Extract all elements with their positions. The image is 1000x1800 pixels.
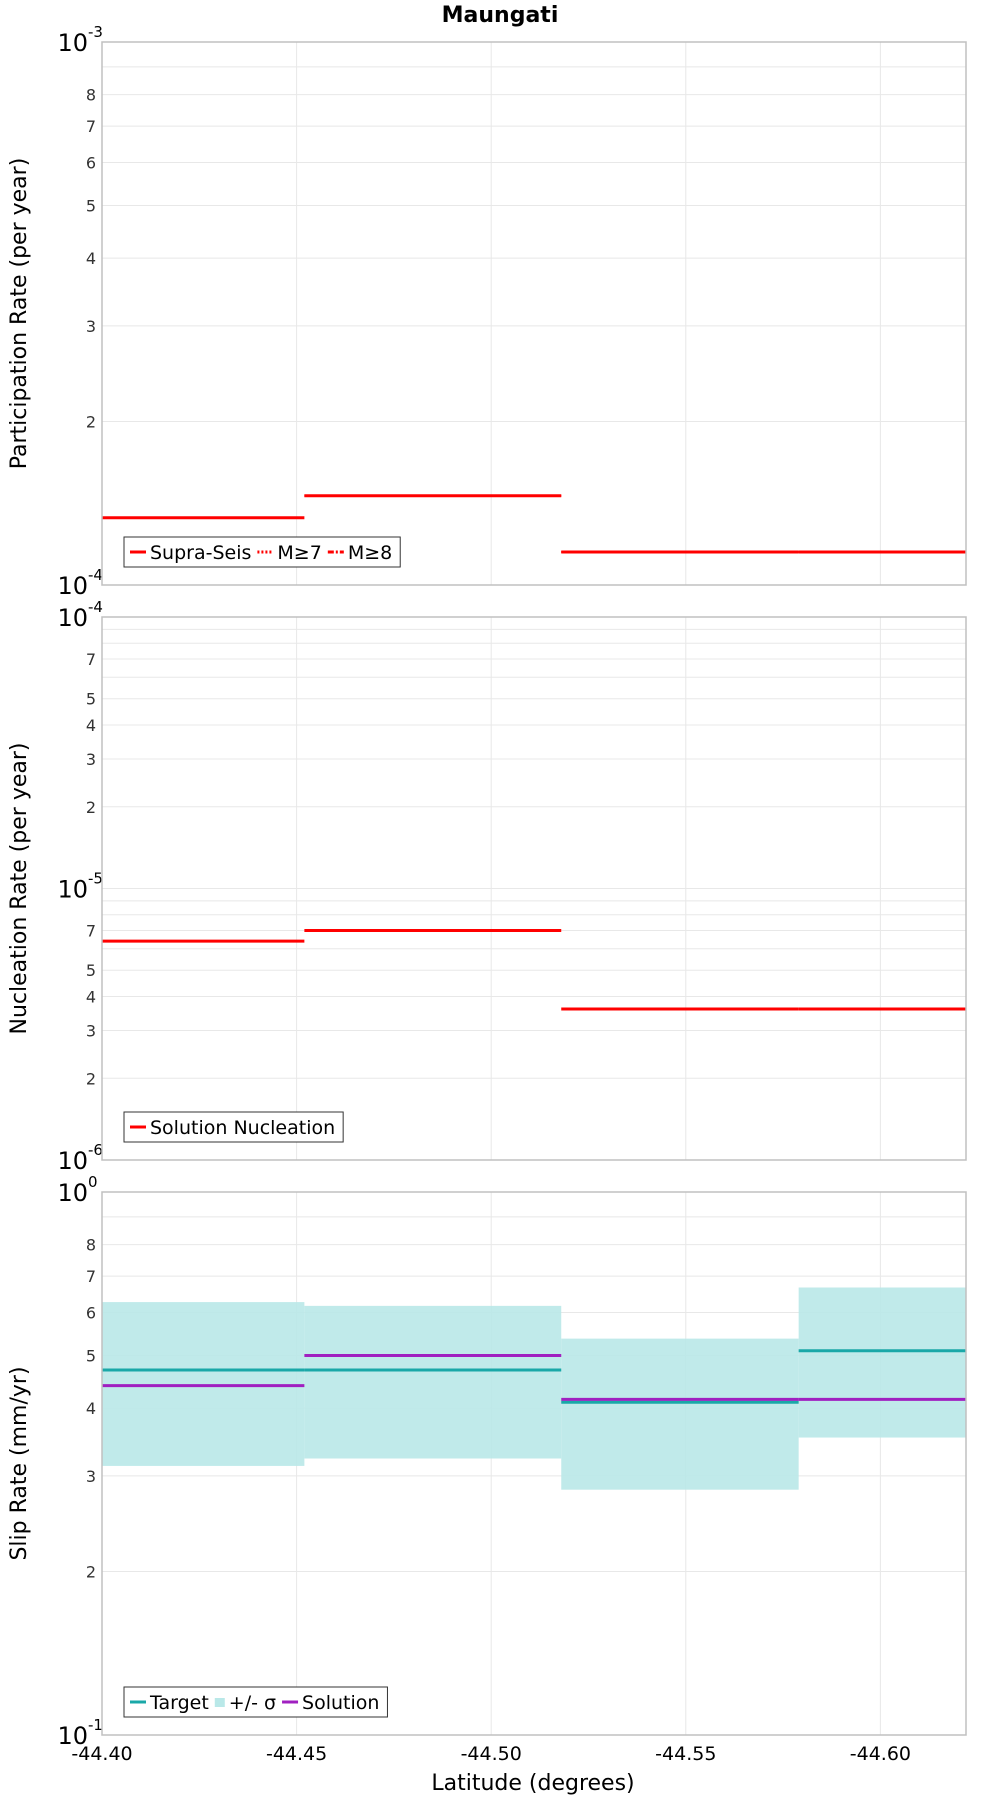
- legend-swatch: [214, 1698, 225, 1707]
- legend-label: Solution: [302, 1692, 379, 1714]
- y-minor-tick-label: 2: [86, 413, 96, 432]
- y-minor-tick-label: 8: [86, 86, 96, 105]
- legend: Supra-Seis M≥7 M≥8: [123, 536, 401, 568]
- figure-title: Maungati: [442, 3, 559, 28]
- x-tick-label: -44.60: [850, 1743, 911, 1765]
- y-minor-tick-label: 6: [86, 153, 96, 172]
- y-minor-tick-label: 6: [86, 1303, 96, 1322]
- y-minor-tick-label: 2: [86, 1563, 96, 1582]
- y-minor-tick-label: 3: [86, 1467, 96, 1486]
- y-tick-base: 10: [57, 876, 88, 904]
- x-tick-label: -44.40: [71, 1743, 132, 1765]
- legend-label: +/- σ: [229, 1692, 276, 1714]
- legend: Target +/- σ Solution: [123, 1686, 388, 1718]
- y-minor-tick-label: 3: [86, 317, 96, 336]
- x-tick-label: -44.45: [266, 1743, 327, 1765]
- y-tick-base: 10: [57, 1722, 88, 1750]
- y-minor-tick-label: 7: [86, 1267, 96, 1286]
- legend-item: Target: [130, 1692, 209, 1714]
- legend-item: Solution: [282, 1692, 379, 1714]
- y-tick-base: 10: [57, 29, 88, 57]
- y-tick-exponent: -4: [88, 598, 103, 616]
- y-decade-tick-label: 10 -1: [57, 1716, 103, 1750]
- y-minor-tick-label: 8: [86, 1236, 96, 1255]
- y-minor-tick-label: 3: [86, 1021, 96, 1040]
- plot-frame: [101, 616, 967, 1161]
- y-decade-tick-label: 10 -3: [57, 23, 103, 57]
- y-minor-tick-label: 7: [86, 650, 96, 669]
- series-group: [102, 1287, 966, 1490]
- legend: Solution Nucleation: [123, 1111, 344, 1143]
- y-minor-tick-label: 3: [86, 750, 96, 769]
- legend-label: Target: [149, 1692, 209, 1714]
- y-tick-base: 10: [57, 1179, 88, 1207]
- y-tick-exponent: -4: [88, 566, 103, 584]
- y-axis-label: Slip Rate (mm/yr): [7, 1366, 32, 1560]
- y-minor-tick-label: 4: [86, 988, 96, 1007]
- y-tick-exponent: -6: [88, 1141, 103, 1159]
- x-axis: -44.40 -44.45 -44.50 -44.55 -44.60: [71, 1743, 911, 1765]
- y-decade-tick-label: 10 -6: [57, 1141, 103, 1175]
- legend-item: Solution Nucleation: [130, 1117, 335, 1139]
- y-minor-tick-label: 2: [86, 798, 96, 817]
- y-minor-tick-label: 2: [86, 1069, 96, 1088]
- y-axis-label: Nucleation Rate (per year): [7, 743, 32, 1035]
- series-group: [102, 494, 966, 554]
- x-tick-label: -44.50: [461, 1743, 522, 1765]
- y-minor-tick-label: 5: [86, 196, 96, 215]
- y-minor-tick-label: 7: [86, 922, 96, 941]
- legend-label: M≥8: [348, 542, 392, 564]
- y-tick-exponent: -1: [88, 1716, 103, 1734]
- y-minor-tick-label: 5: [86, 961, 96, 980]
- y-minor-tick-label: 4: [86, 249, 96, 268]
- sigma-band: [561, 1338, 799, 1490]
- y-minor-tick-label: 4: [86, 716, 96, 735]
- sigma-band: [798, 1287, 966, 1438]
- x-axis-label: Latitude (degrees): [431, 1771, 634, 1796]
- y-decade-tick-label: 10 -4: [57, 598, 103, 632]
- y-minor-tick-label: 4: [86, 1399, 96, 1418]
- legend-item: M≥7: [257, 542, 322, 564]
- y-minor-tick-label: 5: [86, 1346, 96, 1365]
- legend-label: Solution Nucleation: [150, 1117, 335, 1139]
- y-tick-exponent: -3: [88, 23, 103, 41]
- legend-box: [123, 1686, 388, 1718]
- plot-frame: [101, 1191, 967, 1736]
- y-tick-base: 10: [57, 1147, 88, 1175]
- sigma-band: [102, 1302, 305, 1466]
- y-axis-label: Participation Rate (per year): [7, 158, 32, 470]
- legend-label: M≥7: [277, 542, 321, 564]
- legend-item: M≥8: [327, 542, 392, 564]
- legend-item: Supra-Seis: [130, 542, 251, 564]
- y-tick-exponent: -5: [88, 870, 103, 888]
- y-decade-tick-label: 10 -4: [57, 566, 103, 600]
- y-minor-tick-label: 7: [86, 117, 96, 136]
- y-tick-exponent: 0: [88, 1173, 98, 1191]
- y-minor-tick-label: 5: [86, 690, 96, 709]
- series-group: [102, 929, 966, 1011]
- y-decade-tick-label: 10 -5: [57, 870, 103, 904]
- y-decade-tick-label: 10 0: [57, 1173, 97, 1207]
- y-tick-base: 10: [57, 572, 88, 600]
- plot-area: [102, 42, 966, 585]
- legend-box: [123, 1111, 344, 1143]
- sigma-band: [304, 1305, 562, 1459]
- legend-label: Supra-Seis: [150, 542, 251, 564]
- y-tick-base: 10: [57, 604, 88, 632]
- legend-item: +/- σ: [214, 1692, 276, 1714]
- plot-frame: [101, 41, 967, 586]
- x-tick-label: -44.55: [655, 1743, 716, 1765]
